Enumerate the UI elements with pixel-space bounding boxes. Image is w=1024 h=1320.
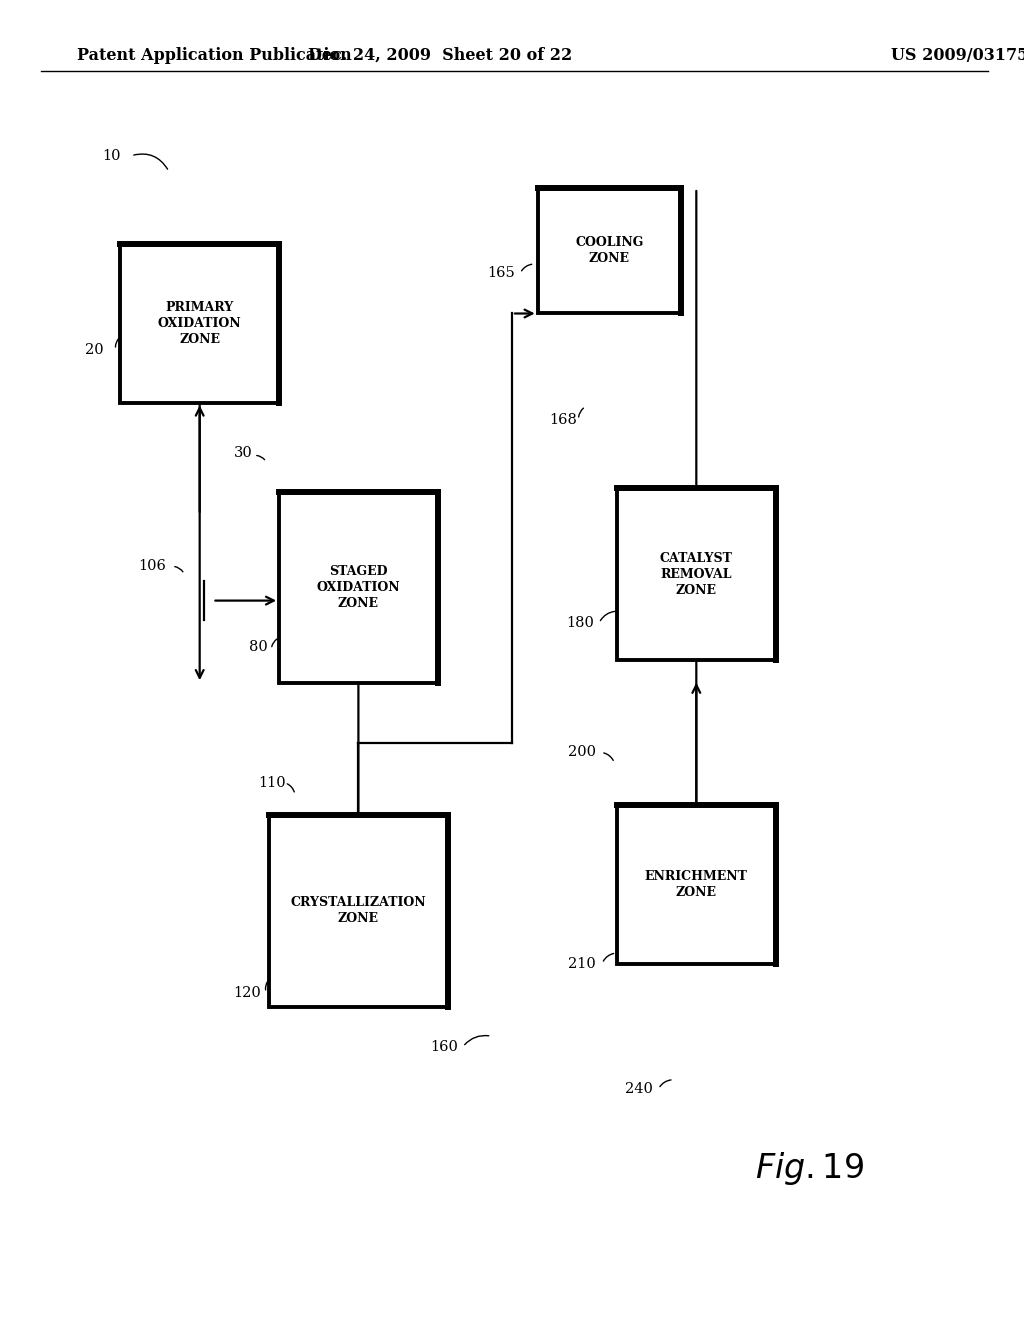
Text: PRIMARY
OXIDATION
ZONE: PRIMARY OXIDATION ZONE <box>158 301 242 346</box>
Text: 80: 80 <box>249 640 267 653</box>
Bar <box>538 187 681 313</box>
Text: 200: 200 <box>568 746 596 759</box>
Text: US 2009/0317575 A1: US 2009/0317575 A1 <box>891 48 1024 63</box>
Bar <box>616 488 776 660</box>
Text: 30: 30 <box>233 446 252 459</box>
Text: Patent Application Publication: Patent Application Publication <box>77 48 351 63</box>
Text: COOLING
ZONE: COOLING ZONE <box>575 236 643 265</box>
Text: 106: 106 <box>138 560 166 573</box>
Text: 168: 168 <box>549 413 577 426</box>
Text: 180: 180 <box>566 616 594 630</box>
Text: 110: 110 <box>258 776 286 789</box>
Bar <box>121 244 279 403</box>
Text: 20: 20 <box>85 343 103 356</box>
Bar <box>268 814 447 1006</box>
Text: 210: 210 <box>568 957 596 970</box>
Text: $\mathit{Fig.}$$\mathit{19}$: $\mathit{Fig.}$$\mathit{19}$ <box>755 1150 863 1187</box>
Text: 10: 10 <box>102 149 121 162</box>
Text: 160: 160 <box>430 1040 458 1053</box>
Text: Dec. 24, 2009  Sheet 20 of 22: Dec. 24, 2009 Sheet 20 of 22 <box>308 48 572 63</box>
Text: 240: 240 <box>625 1082 652 1096</box>
Bar <box>279 491 438 682</box>
Text: CATALYST
REMOVAL
ZONE: CATALYST REMOVAL ZONE <box>659 552 733 597</box>
Text: 165: 165 <box>487 267 515 280</box>
Text: STAGED
OXIDATION
ZONE: STAGED OXIDATION ZONE <box>316 565 400 610</box>
Text: 120: 120 <box>233 986 261 999</box>
Text: CRYSTALLIZATION
ZONE: CRYSTALLIZATION ZONE <box>291 896 426 925</box>
Text: ENRICHMENT
ZONE: ENRICHMENT ZONE <box>645 870 748 899</box>
Bar <box>616 805 776 964</box>
